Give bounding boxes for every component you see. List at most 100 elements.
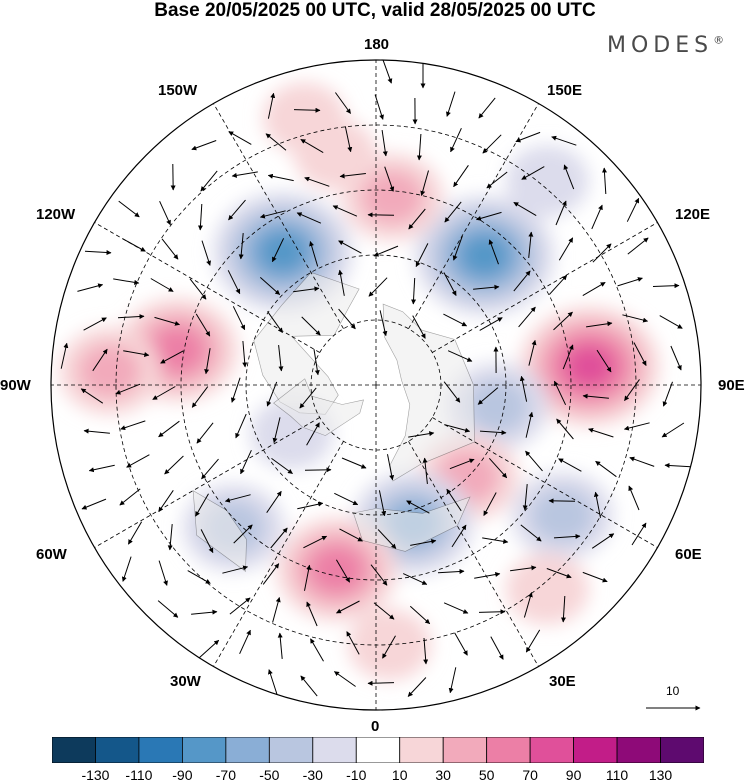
wind-arrow bbox=[118, 200, 140, 218]
wind-arrow bbox=[444, 424, 471, 433]
meridian-line bbox=[213, 103, 344, 329]
wind-arrow bbox=[558, 237, 574, 261]
wind-arrow bbox=[513, 201, 537, 217]
wind-arrow bbox=[662, 381, 673, 407]
wind-vectors bbox=[60, 60, 692, 697]
wind-arrow bbox=[158, 490, 174, 513]
anomaly-level bbox=[565, 345, 614, 388]
wind-arrow bbox=[412, 315, 426, 339]
wind-arrow bbox=[297, 501, 324, 510]
wind-arrow bbox=[479, 317, 503, 331]
colorbar-tick-label: -130 bbox=[81, 767, 110, 783]
wind-arrow bbox=[158, 560, 168, 586]
wind-arrow bbox=[259, 277, 281, 295]
colorbar-segment bbox=[529, 737, 574, 763]
wind-arrow bbox=[164, 455, 184, 475]
wind-arrow bbox=[382, 635, 396, 659]
wind-arrow bbox=[373, 245, 399, 257]
wind-arrow bbox=[306, 422, 320, 446]
anomaly-level bbox=[531, 488, 594, 543]
wind-arrow bbox=[661, 422, 685, 438]
reference-vector-label: 10 bbox=[666, 684, 680, 698]
wind-arrow bbox=[157, 600, 179, 618]
wind-arrow bbox=[586, 321, 613, 328]
wind-arrow bbox=[601, 167, 607, 195]
wind-arrow bbox=[161, 238, 179, 260]
wind-arrow bbox=[623, 422, 650, 431]
colorbar-segment bbox=[225, 737, 270, 763]
wind-arrow bbox=[591, 533, 615, 549]
colorbar-segment bbox=[355, 737, 401, 763]
wind-arrow bbox=[479, 430, 507, 436]
wind-arrow bbox=[83, 428, 110, 434]
wind-arrow bbox=[519, 375, 528, 402]
wind-arrow bbox=[122, 238, 146, 252]
meridian-line bbox=[408, 441, 539, 667]
colorbar-tick-label: -10 bbox=[346, 767, 367, 783]
latitude-circle bbox=[180, 189, 572, 581]
lon-label-90e: 90E bbox=[718, 377, 745, 394]
wind-arrow bbox=[300, 138, 324, 154]
wind-arrow bbox=[510, 565, 537, 572]
lon-label-90w: 90W bbox=[0, 377, 31, 394]
wind-arrow bbox=[410, 538, 437, 546]
wind-arrow bbox=[304, 467, 332, 473]
wind-arrow bbox=[377, 529, 397, 549]
land-shape-4 bbox=[192, 490, 247, 572]
wind-arrow bbox=[486, 171, 508, 189]
lon-label-120e: 120E bbox=[675, 206, 711, 223]
colorbar-tick-label: -70 bbox=[215, 767, 236, 783]
colorbar-segment bbox=[268, 737, 314, 763]
wind-arrow bbox=[303, 535, 328, 549]
wind-arrow bbox=[482, 537, 509, 544]
wind-arrow bbox=[558, 458, 582, 472]
wind-arrow bbox=[515, 131, 541, 143]
wind-arrow bbox=[617, 277, 643, 287]
wind-arrow bbox=[518, 306, 536, 328]
wind-arrow bbox=[126, 454, 150, 468]
wind-arrow bbox=[415, 243, 429, 268]
colorbar-segment bbox=[312, 737, 357, 763]
wind-arrow bbox=[267, 92, 276, 119]
wind-arrow bbox=[448, 667, 457, 694]
wind-arrow bbox=[482, 134, 502, 154]
wind-arrow bbox=[120, 420, 146, 431]
wind-arrow bbox=[191, 386, 209, 408]
wind-arrow bbox=[522, 484, 528, 511]
wind-arrow bbox=[488, 457, 508, 479]
wind-arrow bbox=[341, 457, 367, 469]
wind-arrow bbox=[453, 165, 469, 188]
wind-arrow bbox=[595, 460, 617, 478]
wind-arrow bbox=[582, 571, 608, 583]
wind-arrow bbox=[229, 597, 251, 615]
wind-arrow bbox=[299, 387, 317, 409]
wind-arrow bbox=[338, 240, 362, 254]
lon-label-60e: 60E bbox=[675, 546, 702, 563]
wind-arrow bbox=[592, 243, 612, 263]
wind-arrow bbox=[83, 317, 107, 331]
wind-arrow bbox=[198, 639, 220, 659]
anomaly-level bbox=[309, 546, 364, 593]
wind-arrow bbox=[546, 568, 572, 579]
wind-arrow bbox=[454, 632, 468, 656]
wind-arrow bbox=[271, 238, 285, 263]
anomaly-level bbox=[505, 145, 589, 217]
wind-arrow bbox=[477, 387, 499, 405]
wind-arrow bbox=[402, 573, 428, 585]
wind-arrow bbox=[231, 171, 258, 178]
colorbar-tick-label: -50 bbox=[259, 767, 280, 783]
wind-arrow bbox=[228, 199, 246, 221]
wind-arrow bbox=[563, 164, 575, 190]
colorbar-tick-label: -30 bbox=[302, 767, 323, 783]
wind-arrow bbox=[596, 349, 612, 373]
wind-arrow bbox=[235, 413, 247, 439]
meridian-line bbox=[94, 417, 320, 548]
lon-label-30w: 30W bbox=[170, 673, 201, 690]
wind-arrow bbox=[338, 308, 356, 330]
wind-arrow bbox=[346, 631, 360, 655]
colorbar-tick-label: 110 bbox=[605, 767, 629, 783]
wind-arrow bbox=[528, 339, 537, 366]
anomaly-center-5 bbox=[341, 153, 444, 241]
colorbar-tick-label: -110 bbox=[125, 767, 153, 783]
wind-arrow bbox=[423, 637, 429, 665]
